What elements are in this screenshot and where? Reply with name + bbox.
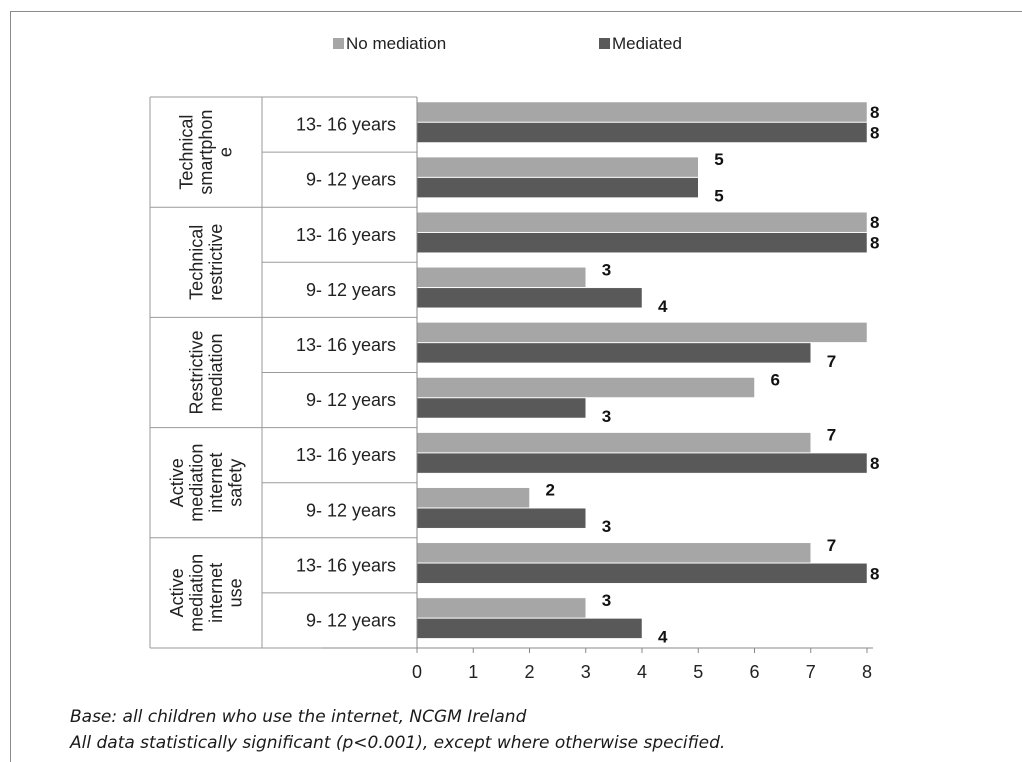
bar-no-mediation xyxy=(416,322,868,343)
frame-top-border xyxy=(10,11,1022,12)
category-label: 9- 12 years xyxy=(306,390,396,410)
data-label-no-mediation: 8 xyxy=(870,103,879,122)
legend-swatch-no-mediation xyxy=(333,38,344,49)
group-label-line: mediation xyxy=(186,554,206,632)
data-label-no-mediation: 7 xyxy=(827,536,836,555)
bar-mediated xyxy=(416,122,868,143)
x-tick-label: 7 xyxy=(806,662,816,682)
x-tick-label: 0 xyxy=(412,662,422,682)
data-label-no-mediation: 3 xyxy=(602,260,611,279)
bar-no-mediation xyxy=(416,377,755,398)
data-label-mediated: 4 xyxy=(658,627,668,646)
legend-label-mediated: Mediated xyxy=(612,34,682,53)
group-label-line: Active xyxy=(167,458,187,507)
data-label-mediated: 7 xyxy=(827,352,836,371)
category-label: 9- 12 years xyxy=(306,170,396,190)
category-label: 13- 16 years xyxy=(296,225,396,245)
data-label-no-mediation: 6 xyxy=(771,371,780,390)
bar-mediated xyxy=(416,452,868,474)
group-label-line: Restrictive xyxy=(186,330,206,414)
legend-label-no-mediation: No mediation xyxy=(346,34,446,53)
group-label: Technicalsmartphone xyxy=(177,110,236,195)
table-lines xyxy=(149,96,417,649)
chart-legend: No mediation Mediated xyxy=(333,34,682,53)
bar-mediated xyxy=(416,507,586,529)
data-label-no-mediation: 5 xyxy=(714,150,723,169)
bar-no-mediation xyxy=(416,542,811,564)
group-label-line: mediation xyxy=(206,333,226,411)
category-label: 9- 12 years xyxy=(306,280,396,300)
data-label-no-mediation: 7 xyxy=(827,426,836,445)
bar-mediated xyxy=(416,177,699,198)
category-label: 13- 16 years xyxy=(296,445,396,465)
data-label-no-mediation: 2 xyxy=(546,481,555,500)
x-axis: 0 1 2 3 4 5 6 7 8 xyxy=(322,97,873,682)
group-label-line: Technical xyxy=(186,225,206,300)
bar-no-mediation xyxy=(416,156,699,178)
data-label-mediated: 5 xyxy=(714,187,723,206)
category-label: 13- 16 years xyxy=(296,555,396,575)
bar-mediated xyxy=(416,397,586,419)
bar-mediated xyxy=(416,342,811,364)
group-label-line: Active xyxy=(167,568,187,617)
data-label-mediated: 3 xyxy=(602,407,611,426)
labels-layer: TechnicalsmartphoneTechnicalrestrictiveR… xyxy=(167,103,880,646)
bar-no-mediation xyxy=(416,101,868,123)
data-label-mediated: 8 xyxy=(870,124,879,143)
group-label-line: internet xyxy=(206,563,226,623)
x-tick-label: 6 xyxy=(749,662,759,682)
bar-no-mediation xyxy=(416,597,586,619)
group-label-line: internet xyxy=(206,453,226,513)
category-label: 13- 16 years xyxy=(296,115,396,135)
x-tick-label: 8 xyxy=(862,662,872,682)
bar-mediated xyxy=(416,563,868,584)
data-label-no-mediation: 8 xyxy=(870,213,879,232)
bar-no-mediation xyxy=(416,267,586,288)
bar-mediated xyxy=(416,232,868,253)
x-tick-label: 2 xyxy=(524,662,534,682)
group-label: Activemediationinternetsafety xyxy=(167,444,246,522)
group-label-line: safety xyxy=(225,459,245,507)
group-label-line: mediation xyxy=(186,444,206,522)
bar-mediated xyxy=(416,287,643,309)
legend-swatch-mediated xyxy=(599,38,610,49)
data-label-mediated: 8 xyxy=(870,234,879,253)
data-label-mediated: 4 xyxy=(658,297,668,316)
group-label-line: e xyxy=(216,147,236,157)
data-label-mediated: 3 xyxy=(602,517,611,536)
base-note: Base: all children who use the internet,… xyxy=(70,707,527,727)
data-label-mediated: 8 xyxy=(870,454,879,473)
bars-layer xyxy=(416,101,868,639)
category-label: 13- 16 years xyxy=(296,335,396,355)
group-label: Restrictivemediation xyxy=(186,330,226,414)
group-label-line: use xyxy=(225,578,245,607)
data-label-mediated: 8 xyxy=(870,564,879,583)
group-label: Activemediationinternetuse xyxy=(167,554,246,632)
x-tick-label: 3 xyxy=(581,662,591,682)
bar-no-mediation xyxy=(416,211,868,233)
group-label-line: restrictive xyxy=(206,224,226,301)
bar-no-mediation xyxy=(416,487,530,508)
group-label-line: Technical xyxy=(177,115,197,190)
frame-left-border xyxy=(10,11,11,762)
category-label: 9- 12 years xyxy=(306,610,396,630)
group-label-line: smartphon xyxy=(196,110,216,195)
x-tick-label: 1 xyxy=(468,662,478,682)
significance-note: All data statistically significant (p<0.… xyxy=(70,733,726,753)
x-tick-label: 4 xyxy=(637,662,647,682)
bar-mediated xyxy=(416,618,643,639)
group-label: Technicalrestrictive xyxy=(186,224,226,301)
category-label: 9- 12 years xyxy=(306,500,396,520)
data-label-no-mediation: 3 xyxy=(602,591,611,610)
x-tick-label: 5 xyxy=(693,662,703,682)
bar-no-mediation xyxy=(416,432,811,453)
